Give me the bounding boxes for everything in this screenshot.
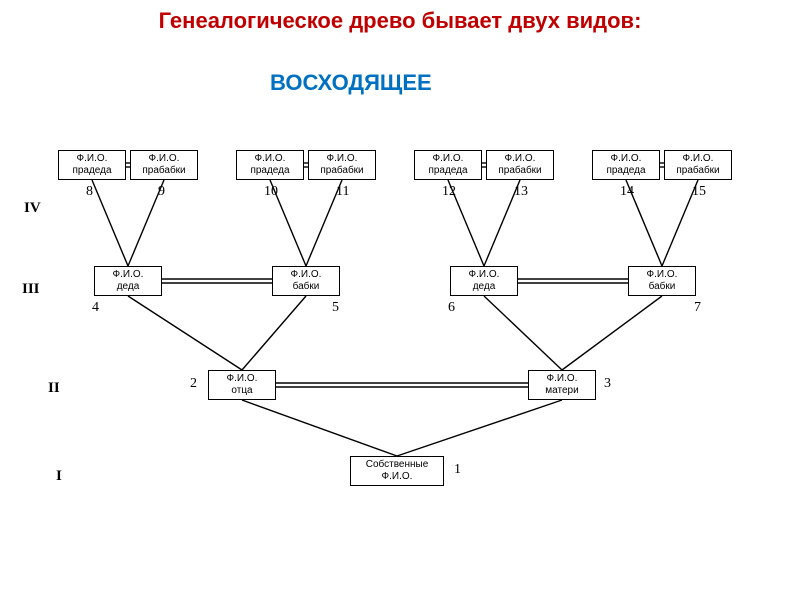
num-label: 5 — [332, 300, 339, 316]
tree-node-n5: Ф.И.О. бабки — [272, 266, 340, 296]
tree-node-n13: Ф.И.О. прабабки — [486, 150, 554, 180]
row-label: II — [48, 380, 60, 397]
num-label: 13 — [514, 184, 528, 200]
tree-node-n15: Ф.И.О. прабабки — [664, 150, 732, 180]
num-label: 1 — [454, 462, 461, 478]
num-label: 15 — [692, 184, 706, 200]
num-label: 9 — [158, 184, 165, 200]
num-label: 14 — [620, 184, 634, 200]
row-label: I — [56, 468, 62, 485]
page-subtitle: ВОСХОДЯЩЕЕ — [270, 70, 470, 96]
row-label: IV — [24, 200, 41, 217]
num-label: 6 — [448, 300, 455, 316]
tree-node-n14: Ф.И.О. прадеда — [592, 150, 660, 180]
num-label: 3 — [604, 376, 611, 392]
tree-node-n6: Ф.И.О. деда — [450, 266, 518, 296]
tree-node-n4: Ф.И.О. деда — [94, 266, 162, 296]
tree-node-n7: Ф.И.О. бабки — [628, 266, 696, 296]
tree-node-n2: Ф.И.О. отца — [208, 370, 276, 400]
tree-node-n9: Ф.И.О. прабабки — [130, 150, 198, 180]
tree-node-n10: Ф.И.О. прадеда — [236, 150, 304, 180]
tree-node-n11: Ф.И.О. прабабки — [308, 150, 376, 180]
tree-node-n1: Собственные Ф.И.О. — [350, 456, 444, 486]
num-label: 11 — [336, 184, 349, 200]
page-title: Генеалогическое древо бывает двух видов: — [0, 8, 800, 34]
tree-node-n12: Ф.И.О. прадеда — [414, 150, 482, 180]
tree-node-n8: Ф.И.О. прадеда — [58, 150, 126, 180]
num-label: 2 — [190, 376, 197, 392]
num-label: 12 — [442, 184, 456, 200]
tree-node-n3: Ф.И.О. матери — [528, 370, 596, 400]
num-label: 10 — [264, 184, 278, 200]
num-label: 7 — [694, 300, 701, 316]
row-label: III — [22, 281, 40, 298]
num-label: 8 — [86, 184, 93, 200]
num-label: 4 — [92, 300, 99, 316]
